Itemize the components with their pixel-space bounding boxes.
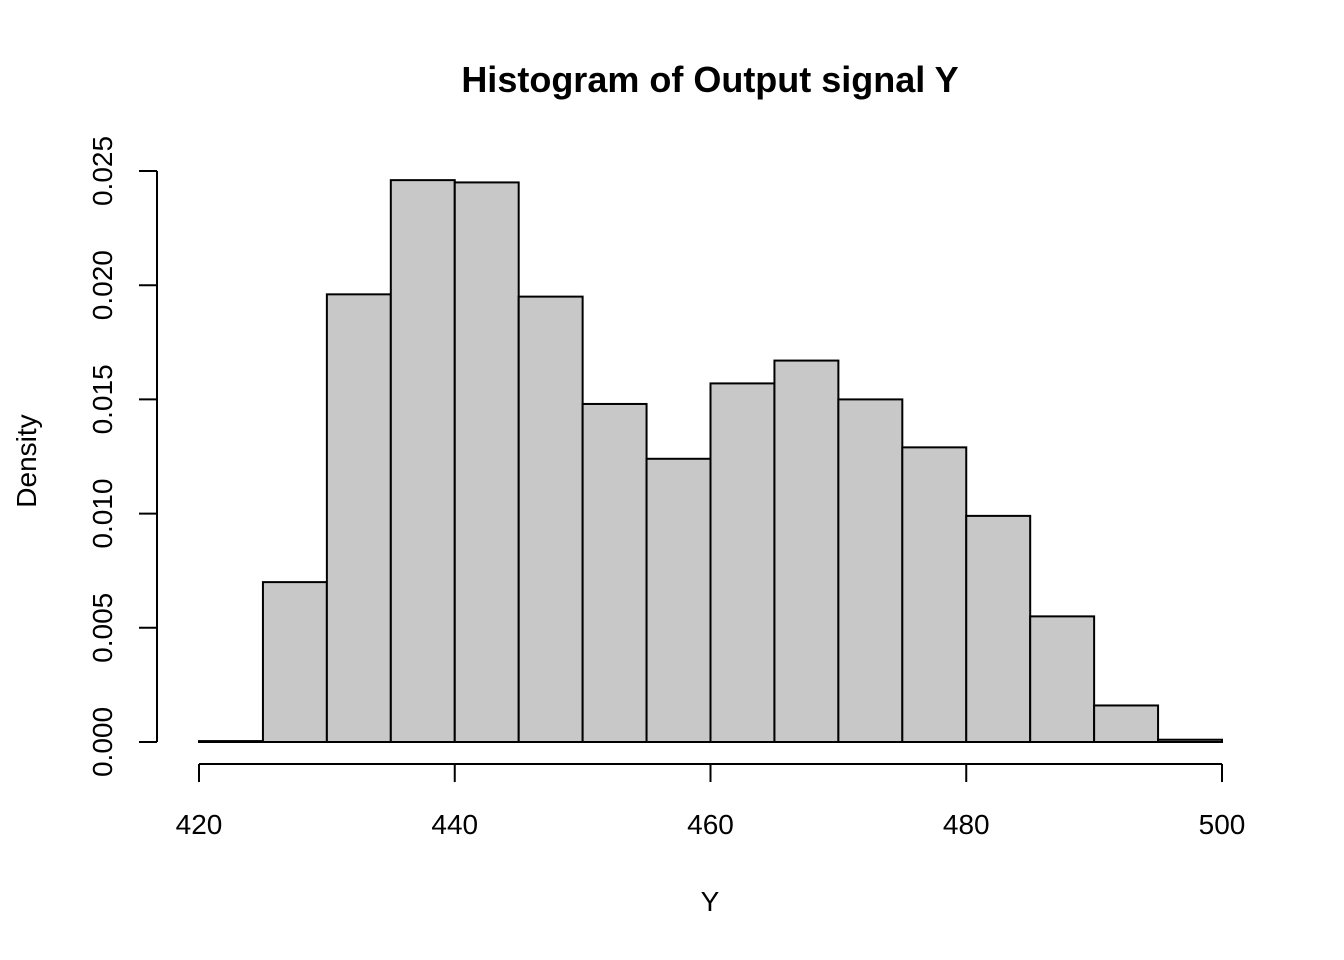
y-tick-label: 0.025 xyxy=(87,136,118,206)
y-axis-label: Density xyxy=(11,414,42,507)
x-tick-label: 420 xyxy=(176,809,223,840)
histogram-bar xyxy=(645,457,712,743)
x-axis: 420 440 460 480 500 xyxy=(176,763,1246,840)
y-axis: 0.000 0.005 0.010 0.015 0.020 0.025 xyxy=(87,136,158,777)
y-tick-label: 0.010 xyxy=(87,479,118,549)
bars-group xyxy=(198,179,1223,744)
histogram-bar xyxy=(198,740,264,744)
y-tick-label: 0.000 xyxy=(87,707,118,777)
y-tick-label: 0.005 xyxy=(87,593,118,663)
histogram-bar xyxy=(1029,615,1096,744)
histogram-bar xyxy=(1157,738,1223,744)
histogram-bar xyxy=(709,382,776,743)
x-tick-label: 480 xyxy=(943,809,990,840)
x-tick-label: 440 xyxy=(431,809,478,840)
x-axis-label: Y xyxy=(701,886,720,917)
chart-title: Histogram of Output signal Y xyxy=(461,59,958,100)
histogram-bar xyxy=(325,293,392,743)
y-tick-label: 0.020 xyxy=(87,250,118,320)
x-tick-label: 500 xyxy=(1199,809,1246,840)
histogram-bar xyxy=(453,181,520,744)
histogram-bar xyxy=(261,581,328,743)
histogram-bar xyxy=(581,402,648,743)
x-tick-label: 460 xyxy=(687,809,734,840)
histogram-bar xyxy=(837,398,904,743)
histogram-bar xyxy=(517,295,584,743)
histogram-bar xyxy=(1093,704,1160,743)
histogram-bar xyxy=(901,446,968,743)
histogram-bar xyxy=(389,179,456,744)
histogram-bar xyxy=(965,514,1032,743)
y-tick-label: 0.015 xyxy=(87,364,118,434)
histogram-bar xyxy=(773,359,840,743)
